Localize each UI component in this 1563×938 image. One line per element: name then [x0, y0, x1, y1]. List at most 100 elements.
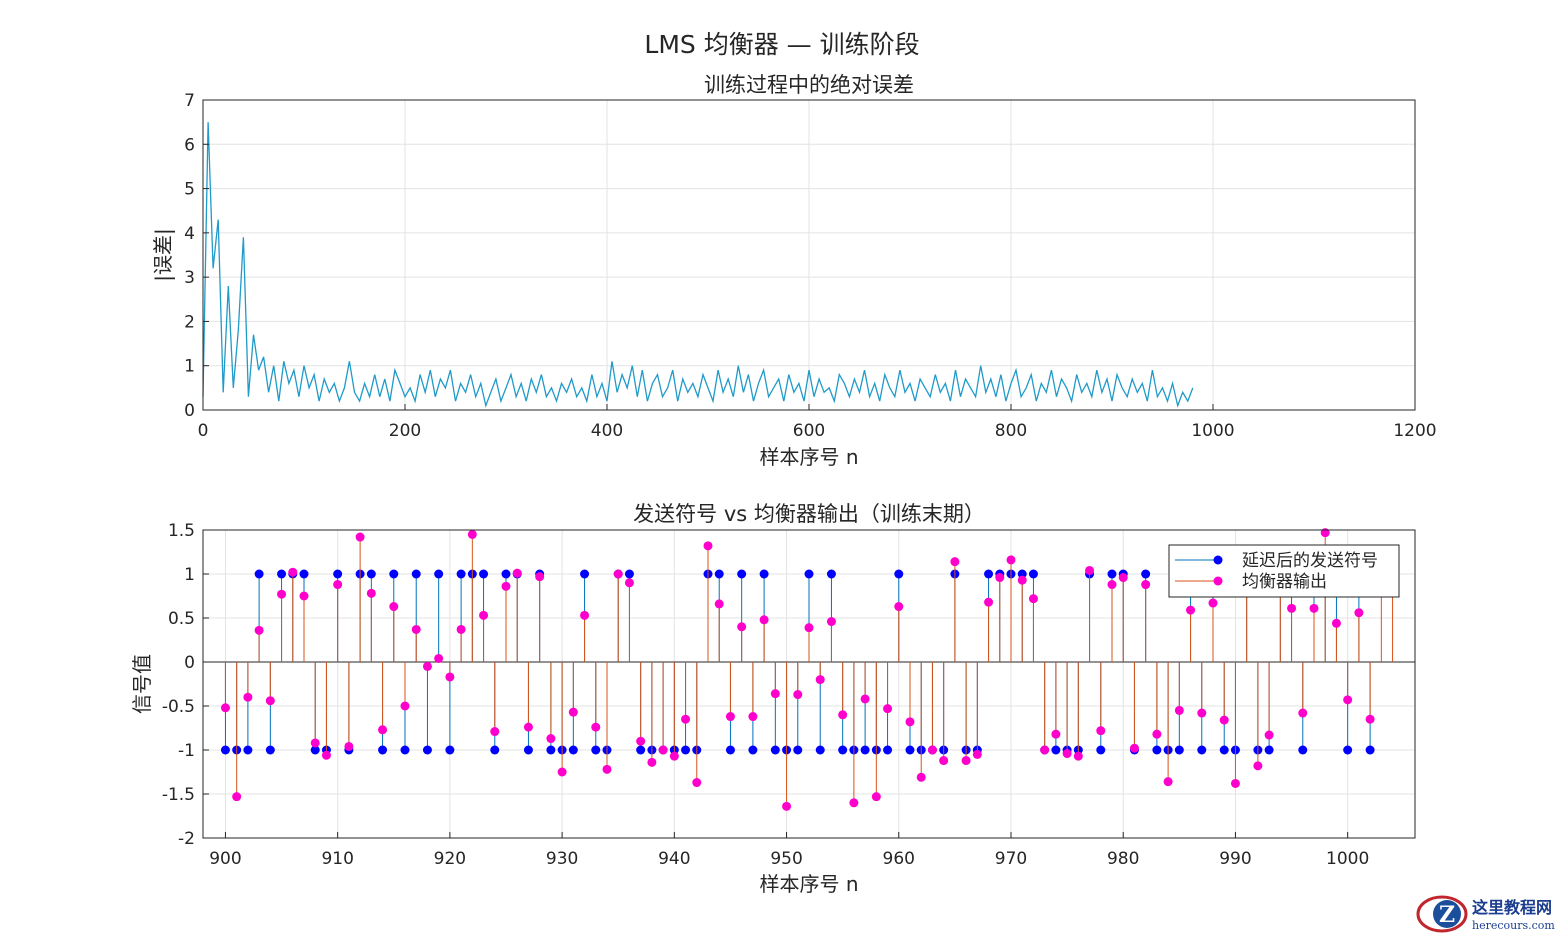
equalizer-output-marker: [378, 725, 388, 735]
equalizer-output-marker: [972, 749, 982, 759]
error-plot-ytick-label: 4: [184, 224, 195, 244]
equalizer-output-marker: [725, 712, 735, 722]
equalizer-output-marker: [636, 736, 646, 746]
error-series-line: [202, 122, 1194, 408]
equalizer-output-marker: [591, 722, 601, 732]
transmitted-symbol-marker: [793, 745, 803, 755]
equalizer-output-marker: [883, 704, 893, 714]
transmitted-symbol-marker: [1298, 745, 1308, 755]
equalizer-output-marker: [400, 701, 410, 711]
equalizer-output-marker: [277, 589, 287, 599]
stem-plot-ytick-label: -1.5: [162, 785, 195, 805]
equalizer-output-marker: [445, 672, 455, 682]
equalizer-output-marker: [759, 615, 769, 625]
stem-plot-xtick-label: 990: [1219, 849, 1251, 869]
equalizer-output-marker: [580, 610, 590, 620]
stem-plot-xtick-label: 930: [546, 849, 578, 869]
equalizer-output-marker: [1309, 603, 1319, 613]
transmitted-symbol-marker: [984, 569, 994, 579]
legend-marker-equalizer: [1213, 576, 1223, 586]
transmitted-symbol-marker: [815, 745, 825, 755]
equalizer-output-marker: [1062, 749, 1072, 759]
error-plot-xlabel: 样本序号 n: [759, 445, 858, 469]
transmitted-symbol-marker: [389, 569, 399, 579]
equalizer-output-marker: [669, 751, 679, 761]
stem-plot-xtick-label: 960: [883, 849, 915, 869]
equalizer-output-marker: [905, 717, 915, 727]
transmitted-symbol-marker: [434, 569, 444, 579]
transmitted-symbol-marker: [490, 745, 500, 755]
equalizer-output-marker: [815, 675, 825, 685]
legend: 延迟后的发送符号 均衡器输出: [1168, 544, 1400, 598]
stem-plot-ylabel: 信号值: [130, 654, 154, 714]
transmitted-symbol-marker: [220, 745, 230, 755]
equalizer-output-marker: [1051, 729, 1061, 739]
error-plot-xtick-label: 1000: [1191, 421, 1234, 441]
stem-plot-xtick-label: 950: [770, 849, 802, 869]
equalizer-output-marker: [1152, 729, 1162, 739]
equalizer-output-marker: [1174, 705, 1184, 715]
equalizer-output-marker: [299, 591, 309, 601]
transmitted-symbol-marker: [501, 569, 511, 579]
transmitted-symbol-marker: [748, 745, 758, 755]
error-plot-xtick-label: 200: [389, 421, 421, 441]
equalizer-output-marker: [1129, 743, 1139, 753]
error-plot-xtick-label: 800: [995, 421, 1027, 441]
error-plot-ytick-label: 3: [184, 268, 195, 288]
equalizer-output-marker: [1163, 777, 1173, 787]
stem-plot-ytick-label: -0.5: [162, 697, 195, 717]
transmitted-symbol-marker: [243, 745, 253, 755]
equalizer-output-marker: [1085, 565, 1095, 575]
equalizer-output-marker: [1118, 573, 1128, 583]
equalizer-output-marker: [1331, 618, 1341, 628]
equalizer-output-marker: [602, 764, 612, 774]
error-plot-xtick-label: 0: [198, 421, 209, 441]
equalizer-output-marker: [916, 772, 926, 782]
transmitted-symbol-marker: [254, 569, 264, 579]
equalizer-output-marker: [770, 689, 780, 699]
equalizer-output-marker: [220, 703, 230, 713]
transmitted-symbol-marker: [1365, 745, 1375, 755]
stem-plot-ytick-label: -2: [178, 829, 195, 849]
equalizer-output-marker: [546, 734, 556, 744]
equalizer-output-marker: [310, 738, 320, 748]
legend-box: [1168, 544, 1400, 598]
stem-plot-ytick-label: 1: [184, 565, 195, 585]
equalizer-output-marker: [1186, 605, 1196, 615]
transmitted-symbol-marker: [636, 745, 646, 755]
error-plot-xtick-label: 600: [793, 421, 825, 441]
stem-plot-ticks: 900 910 920 930 940 950 960 970 980 990 1000 -2 -1.5…: [162, 521, 1369, 869]
equalizer-output-marker: [1040, 745, 1050, 755]
equalizer-output-marker: [1287, 603, 1297, 613]
equalizer-output-marker: [1298, 708, 1308, 718]
equalizer-output-marker: [950, 557, 960, 567]
transmitted-symbol-marker: [1096, 745, 1106, 755]
stem-plot-ytick-label: -1: [178, 741, 195, 761]
error-plot-ytick-label: 2: [184, 312, 195, 332]
equalizer-output-marker: [1354, 608, 1364, 618]
transmitted-symbol-marker: [333, 569, 343, 579]
equalizer-output-marker: [838, 710, 848, 720]
equalizer-output-marker: [692, 778, 702, 788]
transmitted-symbol-marker: [737, 569, 747, 579]
stem-plot: 900 910 920 930 940 950 960 970 980 990 1000 -2 -1.5…: [130, 502, 1416, 896]
equalizer-output-marker: [411, 624, 421, 634]
error-plot-ytick-label: 0: [184, 401, 195, 421]
error-plot-ticks: 0 200 400 600 800 1000 1200 0 1 2 3 4 5 6 7: [184, 91, 1436, 441]
equalizer-output-marker: [681, 714, 691, 724]
transmitted-symbol-marker: [905, 745, 915, 755]
transmitted-symbol-marker: [277, 569, 287, 579]
stem-plot-xtick-label: 900: [209, 849, 241, 869]
transmitted-symbol-marker: [445, 745, 455, 755]
transmitted-symbol-marker: [1343, 745, 1353, 755]
equalizer-output-marker: [389, 602, 399, 612]
equalizer-output-marker: [703, 541, 713, 551]
equalizer-output-marker: [1365, 714, 1375, 724]
stem-plot-xtick-label: 1000: [1326, 849, 1369, 869]
transmitted-symbol-marker: [883, 745, 893, 755]
watermark-name: 这里教程网: [1472, 898, 1552, 917]
equalizer-output-marker: [647, 757, 657, 767]
equalizer-output-marker: [422, 661, 432, 671]
equalizer-output-marker: [1141, 580, 1151, 590]
stem-plot-ytick-label: 0: [184, 653, 195, 673]
